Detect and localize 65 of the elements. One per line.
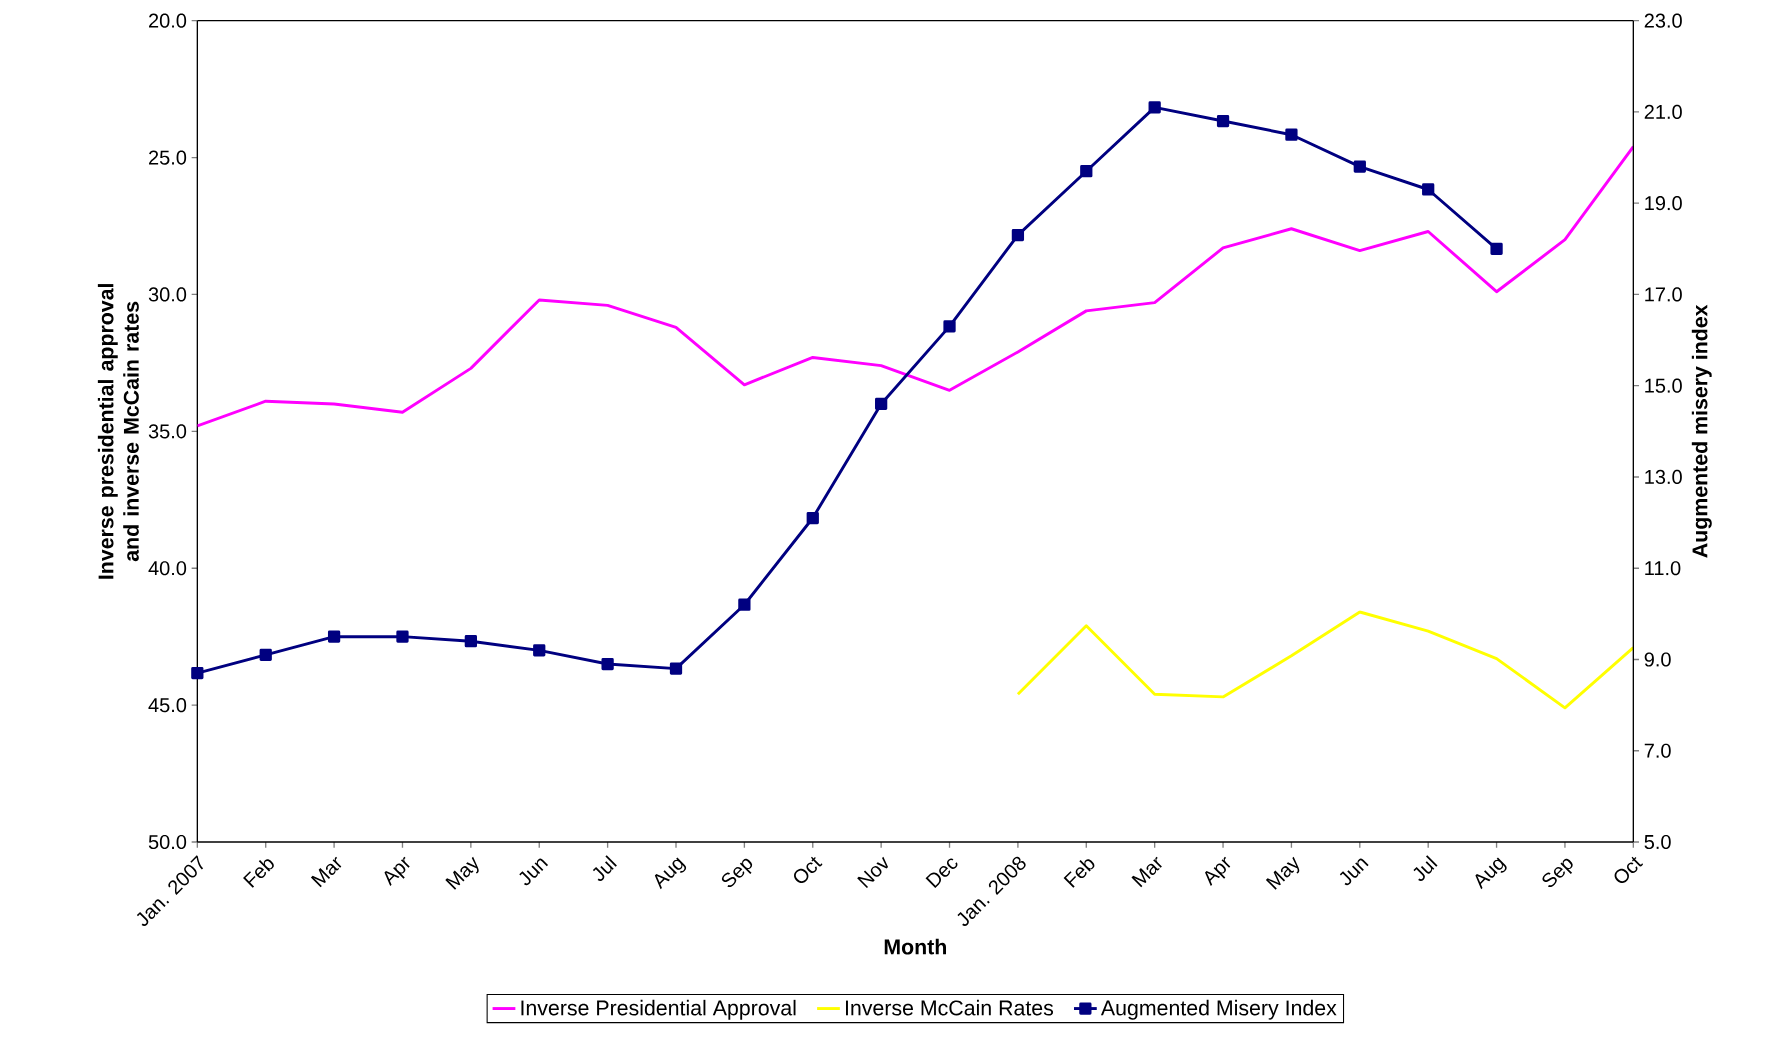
x-tick-label: May xyxy=(445,856,479,890)
legend-label: Inverse Presidential Approval xyxy=(521,999,796,1020)
legend-label: Augmented Misery Index xyxy=(1100,999,1337,1020)
x-axis-title: Month xyxy=(884,938,946,955)
point xyxy=(875,397,888,411)
point xyxy=(1353,160,1366,173)
line-series xyxy=(1016,610,1634,710)
y-tick-label: 20.0 xyxy=(149,13,187,28)
line-series xyxy=(197,145,1634,428)
x-tick-label: Oct xyxy=(1614,856,1644,884)
y-tick-label: 45.0 xyxy=(148,698,187,713)
x-tick-label: May xyxy=(1265,856,1300,890)
point xyxy=(327,630,341,643)
y2-tick-label: 19.0 xyxy=(1645,196,1682,211)
y2-tick-label: 5.0 xyxy=(1644,834,1671,850)
y2-tick-label: 17.0 xyxy=(1645,287,1682,302)
point xyxy=(259,648,272,662)
x-tick-label: Apr xyxy=(1205,856,1231,887)
y-tick-label: 25.0 xyxy=(149,150,187,165)
point xyxy=(1011,228,1025,242)
x-tick-label: Dec xyxy=(925,858,958,889)
x-tick-label: Sep xyxy=(721,858,753,888)
point xyxy=(1216,114,1230,128)
x-tick-label: Aug xyxy=(654,857,687,890)
x-tick-label: Jul xyxy=(592,855,617,881)
legend-label: Inverse McCain Rates xyxy=(845,999,1054,1016)
x-tick-label: Feb xyxy=(243,859,274,888)
point xyxy=(1080,165,1093,178)
y2-tick-label: 7.0 xyxy=(1644,743,1671,758)
y2-tick-label: 13.0 xyxy=(1645,469,1682,485)
point xyxy=(191,667,204,680)
x-tick-label: Feb xyxy=(1063,859,1095,888)
point xyxy=(806,511,819,525)
y-axis-title: Inverse presidential approval and inverse McCain rates xyxy=(97,284,139,579)
y-tick-label: 30.0 xyxy=(148,287,187,302)
point xyxy=(396,630,409,643)
point xyxy=(1285,128,1298,141)
point xyxy=(1148,101,1161,114)
y2-axis-title: Augmented misery index xyxy=(1691,304,1712,558)
x-tick-label: Oct xyxy=(794,856,823,884)
x-tick-label: Mar xyxy=(310,856,342,888)
y2-tick-label: 11.0 xyxy=(1645,561,1681,576)
y2-tick-label: 9.0 xyxy=(1644,652,1671,667)
y2-tick-label: 23.0 xyxy=(1644,13,1682,28)
point xyxy=(943,320,956,333)
y-tick-label: 50.0 xyxy=(148,834,187,850)
point xyxy=(464,635,477,648)
x-tick-label: Mar xyxy=(1131,856,1162,888)
point xyxy=(1422,183,1435,196)
x-tick-label: Jun xyxy=(1339,858,1369,886)
y-tick-label: 40.0 xyxy=(148,561,187,576)
y-tick-label: 35.0 xyxy=(148,424,187,439)
y2-tick-label: 15.0 xyxy=(1645,378,1682,393)
x-tick-label: Nov xyxy=(857,856,889,889)
point xyxy=(601,657,614,671)
x-tick-label: Sep xyxy=(1542,858,1573,888)
point xyxy=(738,598,751,611)
x-tick-label: Aug xyxy=(1475,857,1507,890)
point xyxy=(533,644,546,657)
x-tick-label: Apr xyxy=(384,856,410,887)
x-tick-label: Jun xyxy=(519,858,549,886)
y2-tick-label: 21.0 xyxy=(1644,104,1682,119)
x-tick-label: Jul xyxy=(1413,855,1438,881)
point xyxy=(669,662,683,675)
point xyxy=(1490,242,1503,255)
